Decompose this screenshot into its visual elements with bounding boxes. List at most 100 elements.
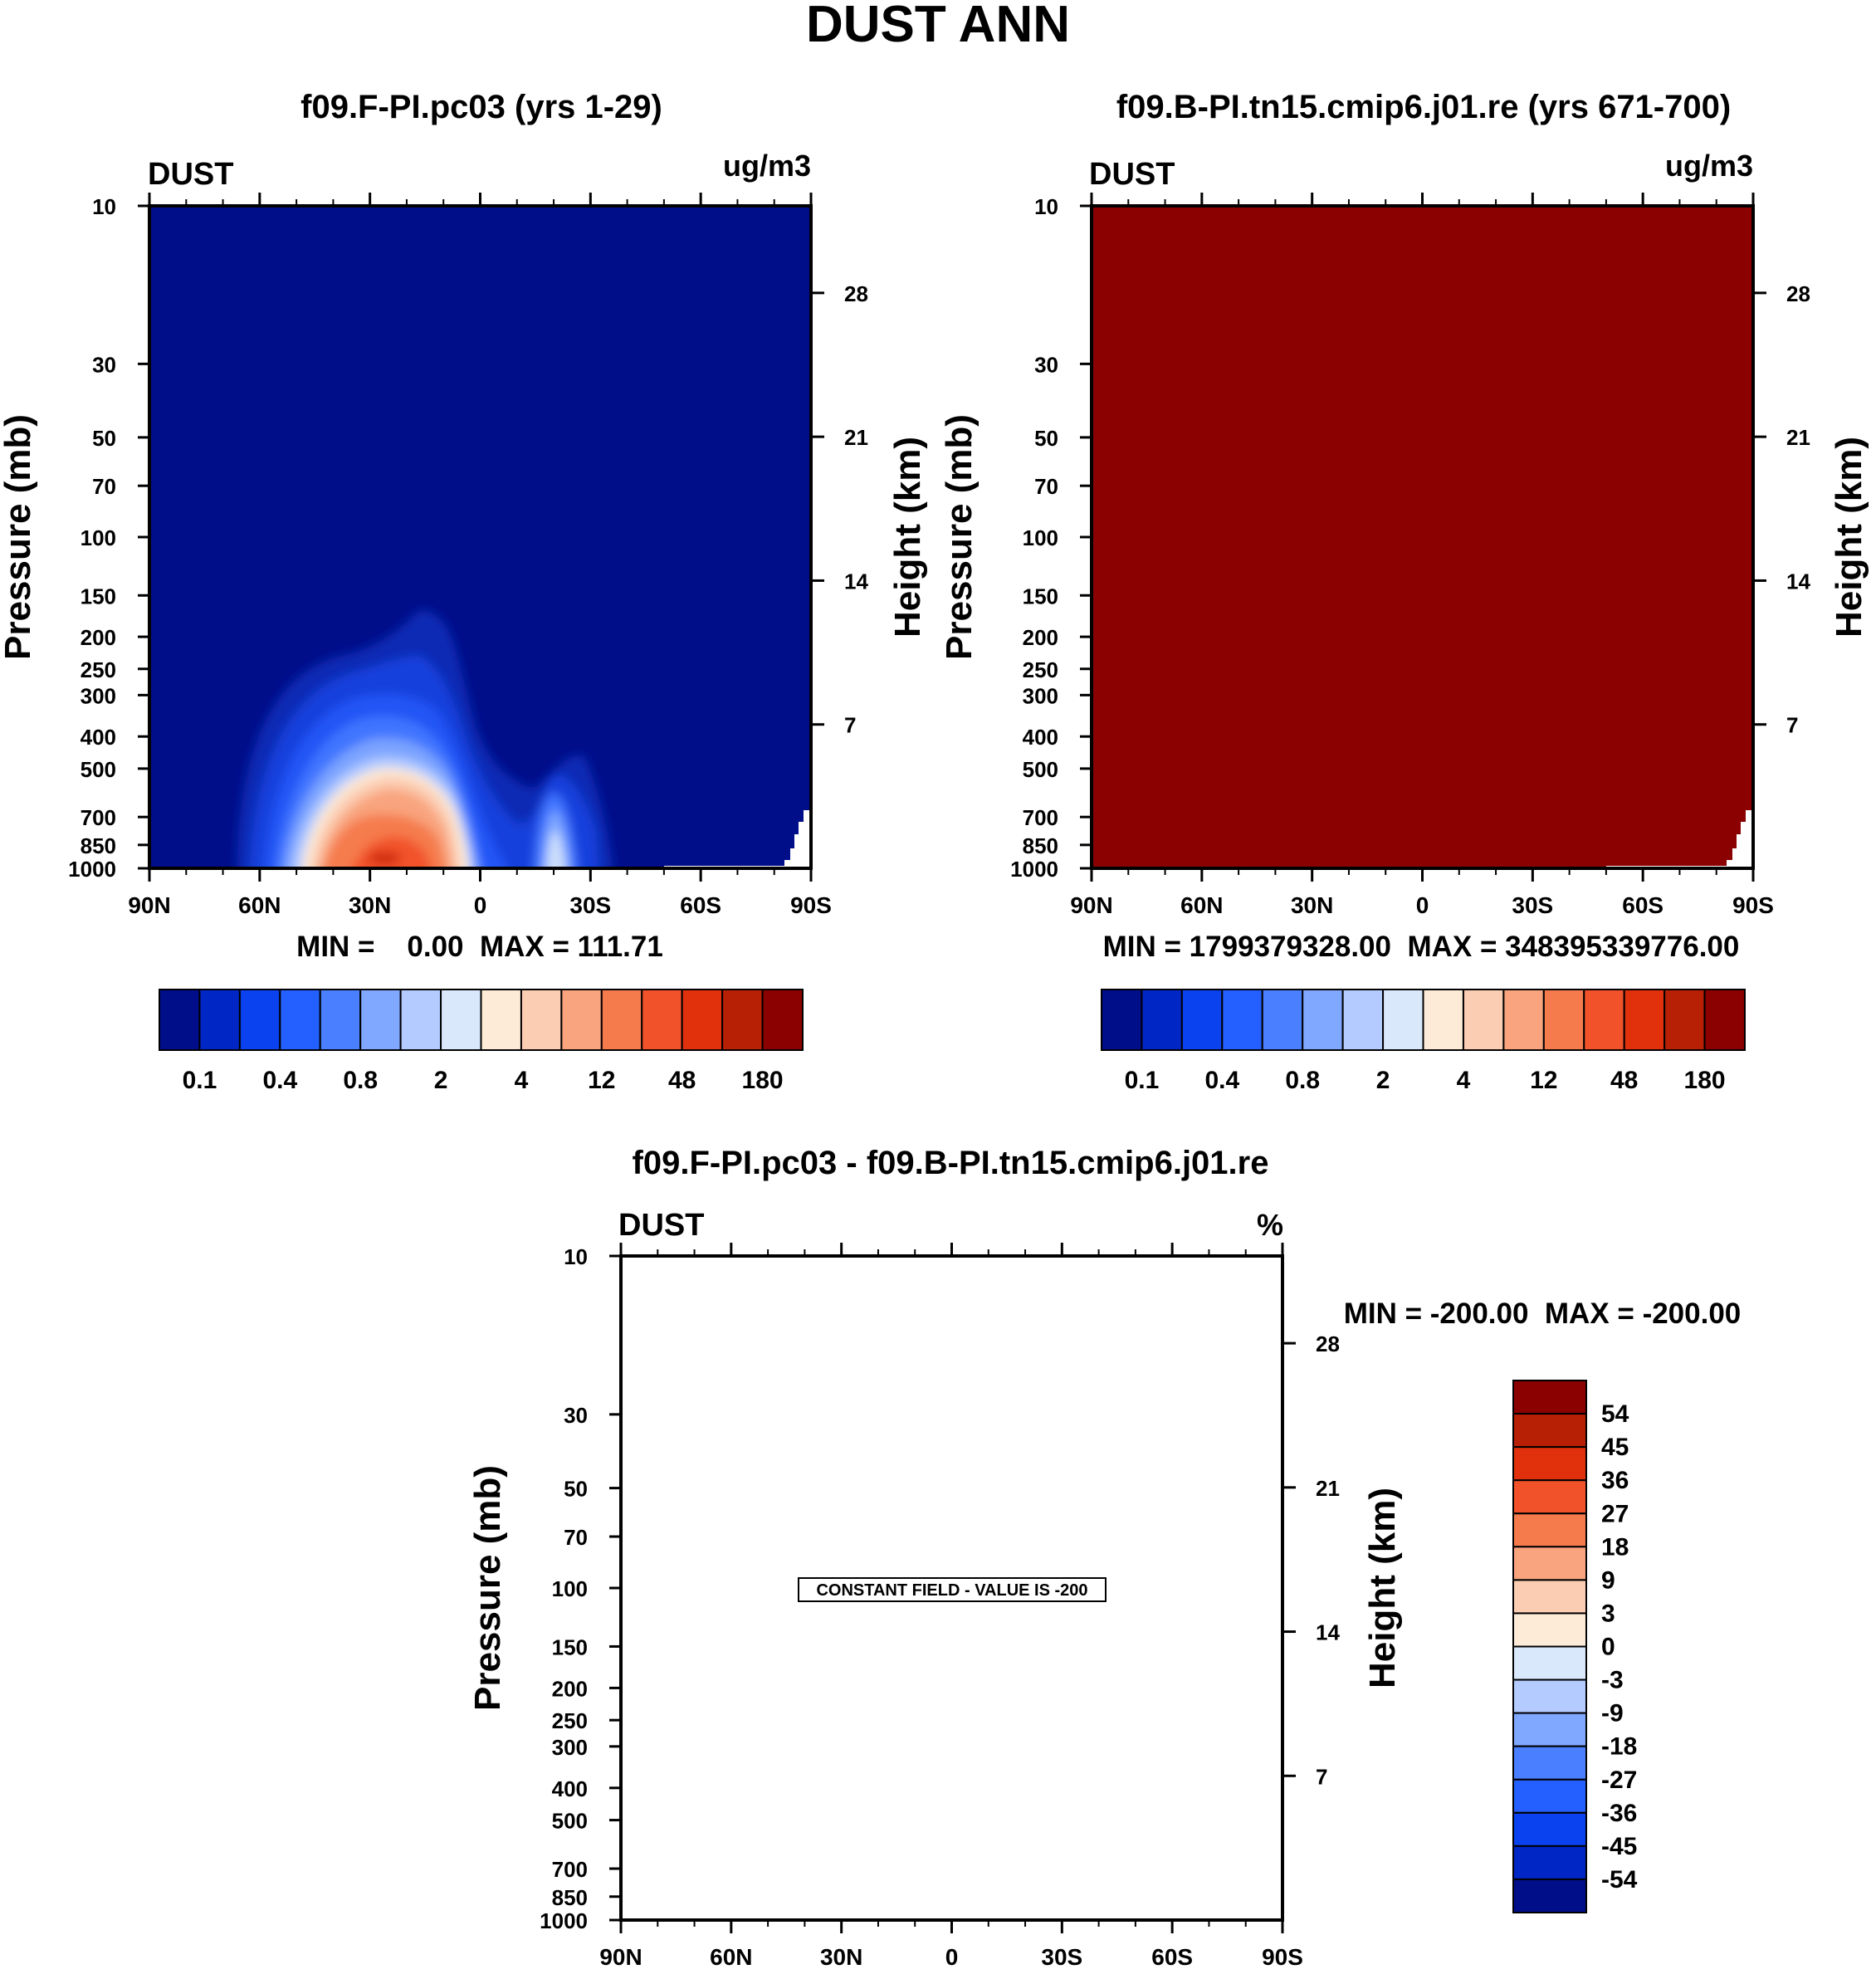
y-tick-label-left: 10 — [1034, 194, 1058, 219]
colorbar-label: 0.1 — [183, 1067, 217, 1094]
colorbar-swatch — [1261, 989, 1304, 1051]
y-tick-label-right: 21 — [1316, 1476, 1340, 1501]
panel-a-missing-data — [664, 810, 811, 868]
colorbar-label: 48 — [1610, 1067, 1638, 1094]
panel-a-stats: MIN = 0.00 MAX = 111.71 — [296, 931, 663, 963]
colorbar-swatch — [520, 989, 563, 1051]
colorbar-label: -45 — [1601, 1833, 1637, 1860]
x-tick-label: 0 — [945, 1944, 959, 1970]
y-tick-label-left: 50 — [1034, 426, 1058, 451]
colorbar-label: 36 — [1601, 1467, 1629, 1494]
x-tick-label: 30N — [349, 892, 391, 918]
colorbar-label: 0.8 — [343, 1067, 378, 1094]
y-tick-label-left: 200 — [81, 625, 116, 650]
colorbar-swatch — [1512, 1645, 1587, 1681]
x-tick-label: 90N — [1070, 892, 1112, 918]
colorbar-swatch — [159, 989, 201, 1051]
colorbar-swatch — [1512, 1512, 1587, 1548]
x-tick-label: 90N — [128, 892, 170, 918]
panel-b-title: f09.B-PI.tn15.cmip6.j01.re (yrs 671-700) — [1116, 89, 1731, 125]
colorbar-swatch — [681, 989, 724, 1051]
y-tick-label-left: 50 — [92, 426, 116, 451]
colorbar-label: 0.4 — [1204, 1067, 1239, 1094]
y-tick-label-left: 400 — [81, 725, 116, 750]
panel-c-annotation-box: CONSTANT FIELD - VALUE IS -200 — [798, 1577, 1107, 1602]
colorbar-swatch — [1583, 989, 1625, 1051]
colorbar-swatch — [1512, 1778, 1587, 1814]
y-tick-label-left: 300 — [552, 1735, 588, 1760]
y-tick-label-right: 7 — [1786, 713, 1798, 738]
panel-c-ylabel-right: Height (km) — [1362, 1488, 1403, 1688]
colorbar-swatch — [1512, 1678, 1587, 1714]
colorbar-swatch — [1341, 989, 1385, 1051]
y-tick-label-left: 250 — [1023, 657, 1058, 682]
y-tick-label-left: 30 — [1034, 352, 1058, 377]
panel-a-colorbar: 0.1 0.4 0.8 2 4 12 48 180 — [159, 989, 804, 1094]
y-tick-label-right: 28 — [1786, 281, 1810, 306]
y-tick-label-right: 14 — [1316, 1620, 1340, 1645]
x-tick-label: 30S — [1512, 892, 1553, 918]
panel-a-contour-field — [149, 206, 811, 868]
y-tick-label-left: 400 — [1023, 725, 1058, 750]
x-tick-label: 60N — [238, 892, 281, 918]
y-tick-label-left: 1000 — [1010, 857, 1058, 882]
panel-c-annotation: CONSTANT FIELD - VALUE IS -200 — [816, 1581, 1087, 1600]
y-tick-label-left: 10 — [564, 1244, 588, 1269]
colorbar-label: -3 — [1601, 1667, 1624, 1694]
colorbar-swatch — [1221, 989, 1263, 1051]
panel-a-ylabel-left: Pressure (mb) — [0, 414, 38, 660]
y-tick-label-left: 30 — [92, 352, 116, 377]
panel-c-units-label: % — [1257, 1208, 1283, 1242]
colorbar-label: 2 — [434, 1067, 448, 1094]
y-tick-label-left: 850 — [81, 833, 116, 858]
panel-a-secondary-level-7 — [546, 830, 565, 868]
panel-b-contour-field — [1092, 206, 1753, 868]
x-tick-label: 0 — [474, 892, 487, 918]
colorbar-label: 18 — [1601, 1533, 1629, 1561]
colorbar-swatch — [319, 989, 362, 1051]
y-tick-label-left: 700 — [552, 1857, 588, 1882]
colorbar-swatch — [1663, 989, 1706, 1051]
x-tick-label: 90N — [599, 1944, 642, 1970]
colorbar-label: 27 — [1601, 1500, 1629, 1527]
panel-b-stats: MIN = 1799379328.00 MAX = 348395339776.0… — [1103, 931, 1740, 963]
y-tick-label-right: 7 — [844, 713, 856, 738]
colorbar-swatch — [1141, 989, 1183, 1051]
y-tick-label-left: 100 — [81, 525, 116, 550]
x-tick-label: 90S — [790, 892, 832, 918]
colorbar-label: 12 — [588, 1067, 615, 1094]
y-tick-label-right: 7 — [1316, 1764, 1327, 1789]
colorbar-label: -36 — [1601, 1800, 1637, 1827]
colorbar-swatch — [1302, 989, 1344, 1051]
y-tick-label-left: 150 — [1023, 584, 1058, 608]
colorbar-label: 2 — [1376, 1067, 1390, 1094]
colorbar-swatch — [480, 989, 522, 1051]
y-tick-label-left: 850 — [1023, 833, 1058, 858]
x-tick-label: 0 — [1416, 892, 1429, 918]
y-tick-label-left: 200 — [1023, 625, 1058, 650]
y-tick-label-left: 500 — [552, 1809, 588, 1834]
colorbar-swatch — [721, 989, 764, 1051]
y-tick-label-left: 400 — [552, 1776, 588, 1801]
y-tick-label-left: 50 — [564, 1477, 588, 1502]
x-tick-label: 60S — [1151, 1944, 1193, 1970]
panel-a-ylabel-right: Height (km) — [887, 437, 928, 638]
colorbar-swatch — [440, 989, 482, 1051]
y-tick-label-right: 14 — [844, 569, 868, 594]
y-tick-label-left: 250 — [552, 1708, 588, 1733]
panel-c-colorbar: 54 45 36 27 18 9 3 0 -3 -9 -18 -27 -36 -45 -54 — [1512, 1380, 1638, 1913]
y-tick-label-right: 21 — [1786, 425, 1810, 450]
colorbar-swatch — [1512, 1413, 1587, 1449]
colorbar-swatch — [1180, 989, 1224, 1051]
colorbar-swatch — [1512, 1745, 1587, 1781]
x-tick-label: 30S — [1041, 1944, 1082, 1970]
panel-b-variable-label: DUST — [1089, 157, 1175, 192]
colorbar-swatch — [1512, 1579, 1587, 1615]
colorbar-label: 45 — [1601, 1434, 1629, 1461]
y-tick-label-left: 1000 — [68, 857, 116, 882]
y-tick-label-left: 250 — [81, 657, 116, 682]
colorbar-swatch — [761, 989, 804, 1051]
x-tick-label: 30S — [569, 892, 611, 918]
colorbar-swatch — [1101, 989, 1143, 1051]
